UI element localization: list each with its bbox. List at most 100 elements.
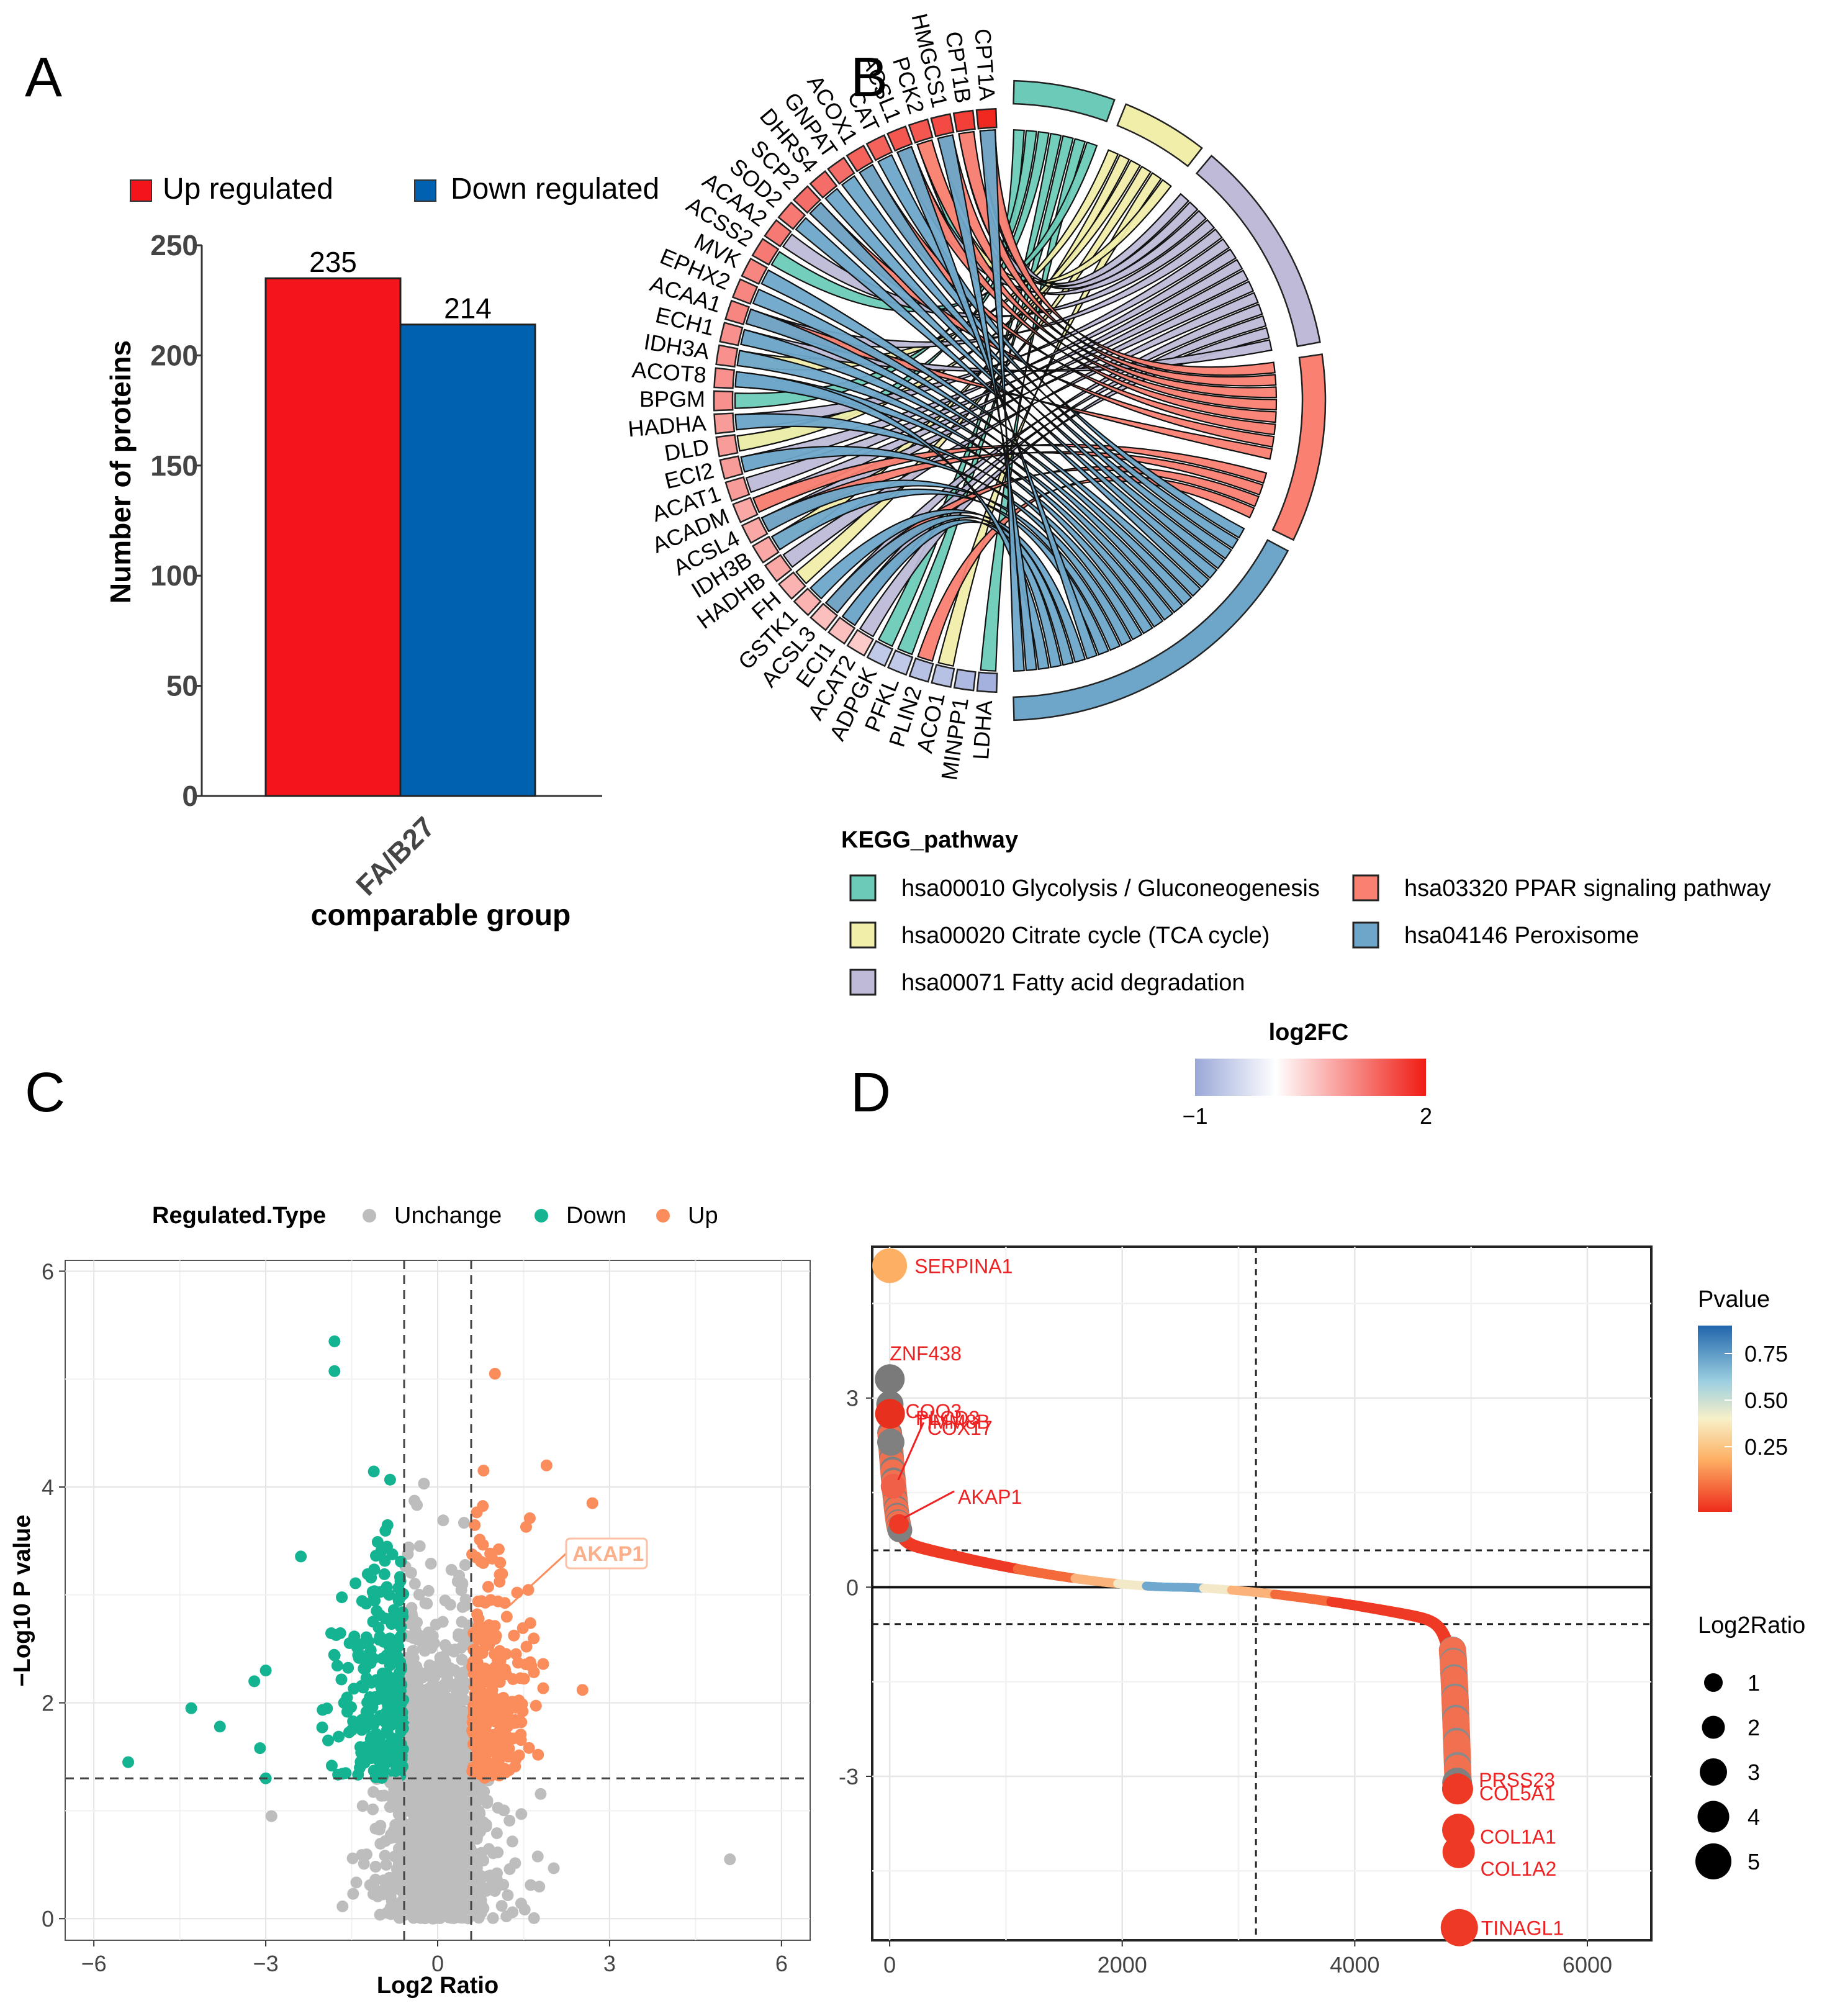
volcano-point [492, 1653, 505, 1665]
volcano-point [379, 1850, 391, 1862]
x-tick-label: FA/B27 [350, 810, 441, 902]
gene-box [731, 278, 759, 305]
volcano-point [471, 1833, 483, 1845]
gene-label: PRSS23 [1479, 1769, 1555, 1791]
volcano-point [357, 1681, 369, 1694]
volcano-point [500, 1611, 513, 1623]
volcano-point [381, 1581, 393, 1593]
x-tick-label: −3 [253, 1951, 279, 1976]
x-tick-label: −6 [81, 1951, 107, 1976]
volcano-point [470, 1680, 482, 1693]
x-axis-title-c: Log2 Ratio [377, 1973, 498, 1999]
volcano-point [456, 1616, 468, 1628]
bar-value-label: 235 [309, 246, 357, 278]
volcano-point [454, 1668, 467, 1680]
volcano-point [455, 1694, 467, 1707]
chord-perox [734, 413, 1143, 641]
volcano-point [473, 1901, 485, 1914]
panel-label-c: C [25, 1062, 65, 1124]
annotation-label: AKAP1 [572, 1542, 644, 1566]
volcano-point [414, 1814, 426, 1827]
volcano-point [361, 1848, 373, 1861]
chord-perox [877, 154, 1245, 539]
volcano-point [502, 1706, 514, 1719]
y-tick-label: 250 [150, 229, 198, 261]
volcano-point [479, 1764, 492, 1776]
volcano-point [514, 1672, 526, 1684]
volcano-point [381, 1519, 394, 1531]
legend-up-dot [656, 1209, 670, 1223]
volcano-point [371, 1536, 384, 1548]
volcano-point [422, 1701, 435, 1714]
y-tick-label: 200 [150, 339, 198, 371]
volcano-point [331, 1660, 343, 1672]
volcano-point [497, 1878, 510, 1891]
volcano-point [387, 1884, 399, 1896]
volcano-point [448, 1834, 461, 1846]
gene-label: LDHA [968, 699, 997, 760]
y-tick-label: 0 [42, 1906, 54, 1932]
kegg-legend-title: KEGG_pathway [841, 827, 1018, 853]
volcano-point [477, 1727, 490, 1740]
volcano-point [409, 1624, 422, 1636]
legend-label-fad: hsa00071 Fatty acid degradation [901, 970, 1245, 996]
volcano-point [510, 1717, 523, 1729]
volcano-point [364, 1879, 376, 1891]
volcano-point [435, 1860, 447, 1872]
volcano-point [495, 1900, 508, 1912]
size-legend-label: 4 [1748, 1804, 1760, 1830]
gene-box [846, 628, 875, 657]
volcano-point [489, 1368, 501, 1380]
volcano-point [366, 1586, 379, 1598]
volcano-point [466, 1765, 479, 1778]
volcano-point [433, 1783, 445, 1796]
legend-up-label: Up regulated [163, 173, 333, 206]
legend-down-label: Down regulated [451, 173, 659, 206]
volcano-point [425, 1738, 437, 1750]
volcano-point [474, 1873, 487, 1885]
chord-fad [745, 258, 1243, 494]
size-legend-label: 2 [1748, 1715, 1760, 1740]
volcano-point [425, 1557, 437, 1570]
volcano-point [402, 1900, 415, 1912]
gene-box [751, 238, 780, 266]
volcano-point [476, 1595, 488, 1607]
y-tick-label: 150 [150, 450, 198, 482]
volcano-point [360, 1631, 372, 1643]
legend-down-swatch [414, 179, 436, 202]
x-tick-label: 2000 [1098, 1952, 1147, 1978]
volcano-point [374, 1909, 386, 1921]
volcano-point [459, 1559, 471, 1571]
gene-label: COL1A2 [1481, 1858, 1557, 1880]
volcano-point [492, 1802, 504, 1814]
volcano-point [444, 1825, 456, 1837]
highlight-point [1440, 1909, 1478, 1946]
y-tick-label: -3 [839, 1764, 859, 1789]
volcano-point [333, 1730, 345, 1743]
pvalue-label: 0.50 [1744, 1388, 1788, 1413]
volcano-point [530, 1699, 542, 1712]
volcano-point [523, 1512, 536, 1524]
gene-box [975, 107, 998, 130]
gene-box [931, 664, 955, 689]
pathway-arc-tca [1116, 103, 1203, 168]
highlight-point [889, 1514, 909, 1534]
volcano-point [434, 1843, 446, 1856]
label-leader [903, 1490, 955, 1519]
volcano-point [540, 1459, 553, 1471]
volcano-point [419, 1597, 431, 1609]
volcano-point [461, 1748, 473, 1760]
volcano-point [328, 1335, 341, 1347]
volcano-point [537, 1658, 549, 1670]
volcano-point [471, 1608, 484, 1620]
volcano-point [390, 1774, 403, 1786]
size-legend-label: 1 [1748, 1670, 1760, 1696]
volcano-point [336, 1900, 349, 1912]
gene-label: ACOT8 [631, 356, 707, 387]
volcano-point [510, 1753, 522, 1766]
volcano-point [460, 1850, 472, 1863]
volcano-point [345, 1701, 358, 1714]
volcano-point [456, 1601, 469, 1613]
volcano-point [395, 1663, 408, 1675]
